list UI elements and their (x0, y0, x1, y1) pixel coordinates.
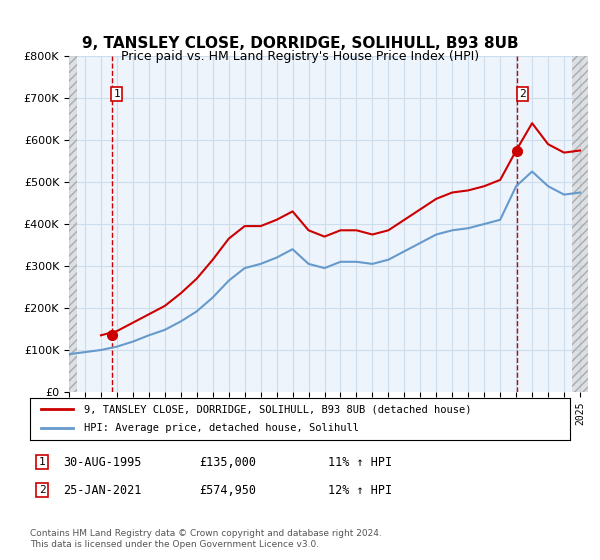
Text: 9, TANSLEY CLOSE, DORRIDGE, SOLIHULL, B93 8UB (detached house): 9, TANSLEY CLOSE, DORRIDGE, SOLIHULL, B9… (84, 404, 472, 414)
Text: 12% ↑ HPI: 12% ↑ HPI (328, 483, 392, 497)
Text: 1: 1 (38, 457, 46, 467)
Text: 30-AUG-1995: 30-AUG-1995 (63, 455, 141, 469)
Text: 1: 1 (113, 89, 120, 99)
Text: Price paid vs. HM Land Registry's House Price Index (HPI): Price paid vs. HM Land Registry's House … (121, 50, 479, 63)
Bar (572, 56, 588, 392)
Text: 2: 2 (38, 485, 46, 495)
Text: £574,950: £574,950 (199, 483, 257, 497)
Text: £135,000: £135,000 (199, 455, 257, 469)
Bar (69, 56, 77, 392)
Text: 11% ↑ HPI: 11% ↑ HPI (328, 455, 392, 469)
Bar (572, 56, 588, 392)
Text: 25-JAN-2021: 25-JAN-2021 (63, 483, 141, 497)
Text: 2: 2 (519, 89, 526, 99)
Text: 9, TANSLEY CLOSE, DORRIDGE, SOLIHULL, B93 8UB: 9, TANSLEY CLOSE, DORRIDGE, SOLIHULL, B9… (82, 36, 518, 52)
Text: Contains HM Land Registry data © Crown copyright and database right 2024.
This d: Contains HM Land Registry data © Crown c… (30, 529, 382, 549)
Text: HPI: Average price, detached house, Solihull: HPI: Average price, detached house, Soli… (84, 423, 359, 433)
Bar (69, 56, 77, 392)
